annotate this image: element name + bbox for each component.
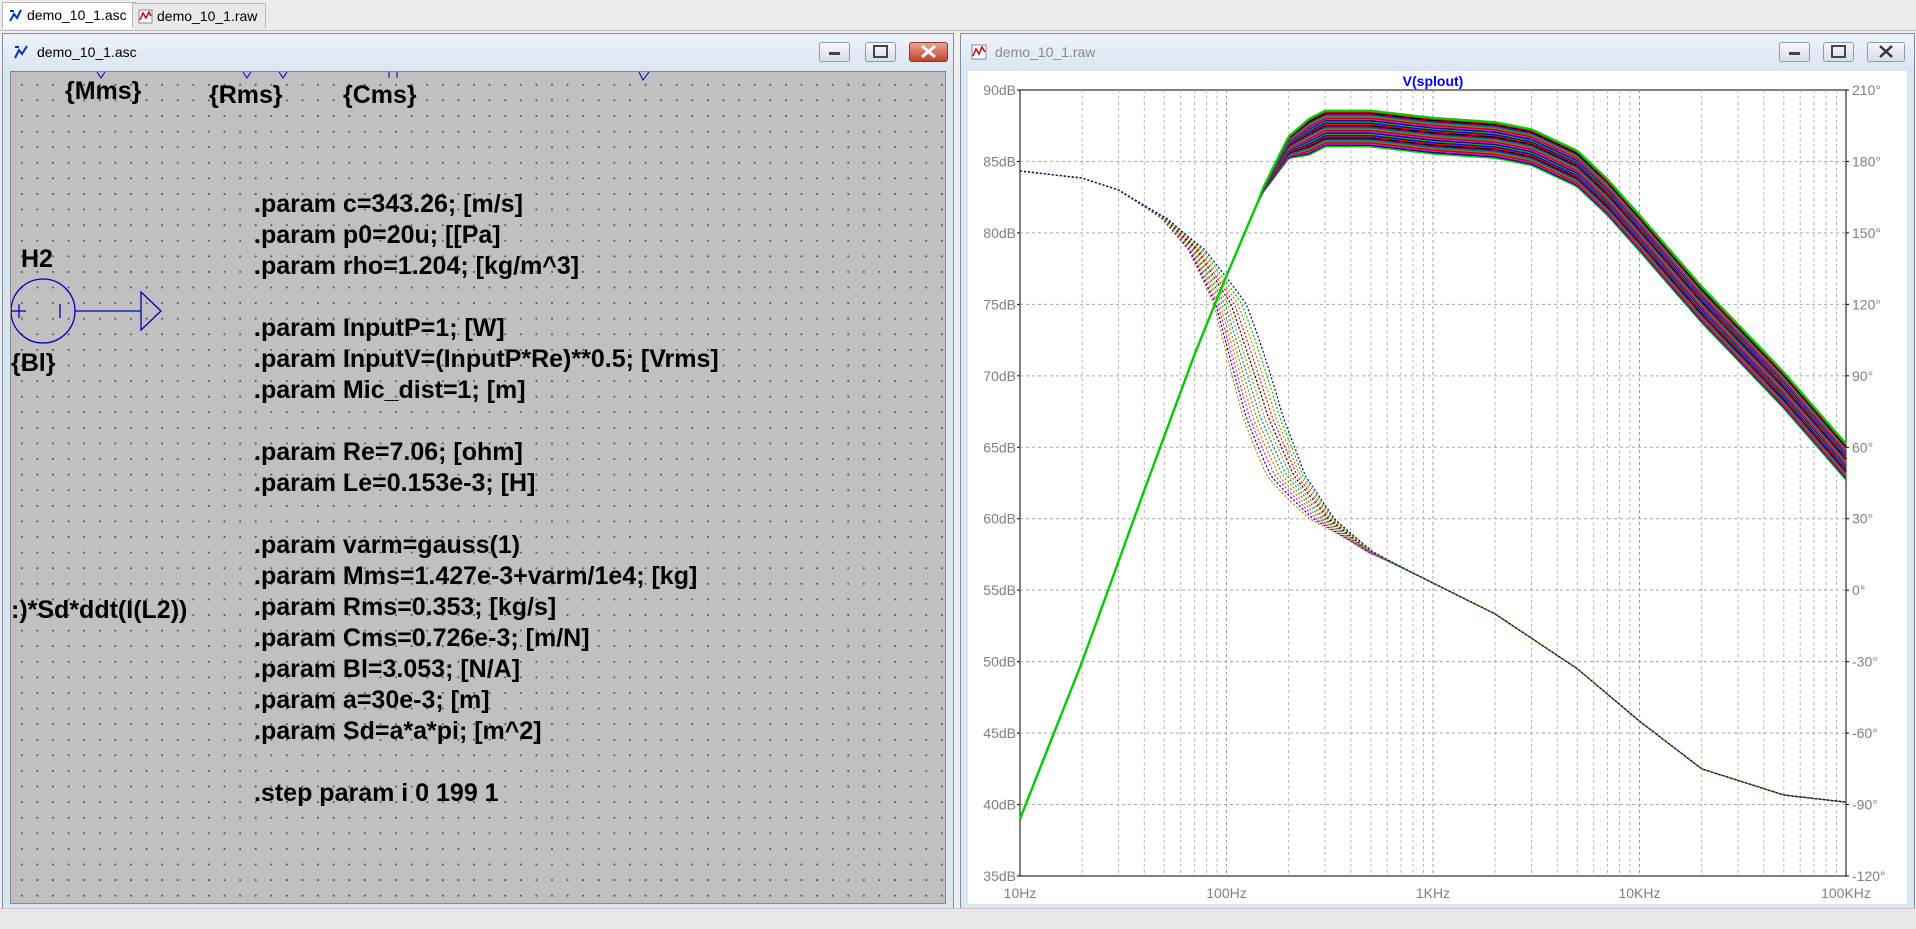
close-icon <box>1879 45 1893 58</box>
spice-directive-line: .param c=343.26; [m/s] <box>254 190 523 218</box>
y2-tick-label: 120° <box>1852 296 1881 312</box>
y-axis-left-labels: 90dB 85dB 80dB 75dB 70dB 65dB 60dB 55dB 50dB 45dB… <box>983 82 1020 884</box>
close-button[interactable] <box>909 42 948 62</box>
y2-tick-label: 180° <box>1852 153 1881 169</box>
y2-tick-label: -90° <box>1852 797 1878 813</box>
trace-label[interactable]: V(splout) <box>1403 73 1464 89</box>
bode-plot[interactable]: 90dB 85dB 80dB 75dB 70dB 65dB 60dB 55dB 50dB 45dB… <box>968 71 1907 904</box>
magnitude-trace <box>1018 109 1847 820</box>
y-tick-label: 65dB <box>983 439 1016 455</box>
y-tick-label: 40dB <box>983 797 1016 813</box>
schematic-icon <box>14 45 28 59</box>
maximize-button[interactable] <box>1823 42 1854 62</box>
h2-source-symbol[interactable] <box>11 272 181 352</box>
window-title: demo_10_1.asc <box>37 44 137 60</box>
waveform-icon <box>971 44 987 60</box>
h2-label: H2 <box>21 245 53 273</box>
spice-directive-line: .param rho=1.204; [kg/m^3] <box>254 252 580 280</box>
spice-directive-line: .param InputP=1; [W] <box>254 314 505 342</box>
close-icon <box>921 44 936 59</box>
expression-label: :)*Sd*ddt(I(L2)) <box>11 596 188 624</box>
minimize-button[interactable] <box>819 42 850 62</box>
phase-trace <box>1019 170 1847 803</box>
window-titlebar[interactable]: demo_10_1.asc <box>3 34 953 72</box>
bl-label: {Bl} <box>11 349 56 377</box>
y2-tick-label: 60° <box>1852 439 1873 455</box>
spice-directive-line: .param Cms=0.726e-3; [m/N] <box>254 624 590 652</box>
y2-tick-label: 30° <box>1852 511 1873 527</box>
y-tick-label: 45dB <box>983 725 1016 741</box>
x-tick-label: 100Hz <box>1206 885 1246 901</box>
spice-directive-line: .param p0=20u; [[Pa] <box>254 221 501 249</box>
spice-directive-line: .param Sd=a*a*pi; [m^2] <box>254 717 542 745</box>
minimize-icon <box>1789 52 1800 55</box>
minimize-button[interactable] <box>1779 42 1810 62</box>
spice-directive-line: .param InputV=(InputP*Re)**0.5; [Vrms] <box>254 345 719 373</box>
y-tick-label: 75dB <box>983 296 1016 312</box>
close-button[interactable] <box>1867 42 1905 62</box>
window-titlebar[interactable]: demo_10_1.raw <box>961 34 1914 72</box>
y2-tick-label: 90° <box>1852 368 1873 384</box>
tab-label: demo_10_1.asc <box>27 7 127 23</box>
waveform-plot-pane[interactable]: 90dB 85dB 80dB 75dB 70dB 65dB 60dB 55dB 50dB 45dB… <box>968 71 1907 904</box>
spice-directive-line: .param Mms=1.427e-3+varm/1e4; [kg] <box>254 562 698 590</box>
x-tick-label: 1KHz <box>1416 885 1450 901</box>
spice-directive-line: .param Le=0.153e-3; [H] <box>254 469 536 497</box>
y2-tick-label: 0° <box>1852 582 1865 598</box>
spice-directive-line: .param Bl=3.053; [N/A] <box>254 655 521 683</box>
y2-tick-label: 210° <box>1852 82 1881 98</box>
tab-label: demo_10_1.raw <box>157 8 258 24</box>
y-tick-label: 35dB <box>983 868 1016 884</box>
spice-directive-line: .step param i 0 199 1 <box>254 779 499 807</box>
mms-label: {Mms} <box>65 77 142 105</box>
minimize-icon <box>829 52 840 55</box>
x-tick-label: 100KHz <box>1821 885 1871 901</box>
cms-label: {Cms} <box>343 81 417 109</box>
y2-tick-label: 150° <box>1852 225 1881 241</box>
y-tick-label: 85dB <box>983 153 1016 169</box>
rms-label: {Rms} <box>209 81 283 109</box>
spice-directive-line: .param a=30e-3; [m] <box>254 686 490 714</box>
x-tick-label: 10Hz <box>1004 885 1037 901</box>
phase-traces <box>1019 170 1847 803</box>
spice-directive-line: .param Rms=0.353; [kg/s] <box>254 593 557 621</box>
plot-grid <box>1020 90 1846 876</box>
y-tick-label: 90dB <box>983 82 1016 98</box>
y2-tick-label: -60° <box>1852 725 1878 741</box>
x-axis-labels: 10Hz 100Hz 1KHz 10KHz 100KHz <box>1004 885 1871 901</box>
maximize-button[interactable] <box>865 42 896 62</box>
y-tick-label: 50dB <box>983 654 1016 670</box>
y-tick-label: 55dB <box>983 582 1016 598</box>
maximize-icon <box>1831 45 1846 58</box>
tab-waveform[interactable]: demo_10_1.raw <box>132 3 267 28</box>
status-bar <box>0 908 1916 929</box>
y-axis-right-labels: 210° 180° 150° 120° 90° 60° 30° 0° -30° -60° -90° -… <box>1846 82 1886 884</box>
document-tab-bar: demo_10_1.asc demo_10_1.raw <box>0 0 1916 31</box>
y-tick-label: 80dB <box>983 225 1016 241</box>
y-tick-label: 60dB <box>983 511 1016 527</box>
schematic-canvas[interactable]: {Mms} {Rms} {Cms} H2 {Bl} :)*Sd*ddt(I(L2… <box>10 71 946 904</box>
y2-tick-label: -30° <box>1852 654 1878 670</box>
spice-directive-line: .param Re=7.06; [ohm] <box>254 438 523 466</box>
tab-schematic[interactable]: demo_10_1.asc <box>2 2 136 29</box>
maximize-icon <box>873 45 888 58</box>
partial-wire-marks <box>96 72 650 81</box>
x-tick-label: 10KHz <box>1618 885 1660 901</box>
spice-directive-line: .param Mic_dist=1; [m] <box>254 376 526 404</box>
schematic-icon <box>9 9 22 22</box>
y-tick-label: 70dB <box>983 368 1016 384</box>
spice-directive-line: .param varm=gauss(1) <box>254 531 521 559</box>
magnitude-traces <box>1018 109 1847 820</box>
y2-tick-label: -120° <box>1852 868 1886 884</box>
window-title: demo_10_1.raw <box>995 44 1096 60</box>
waveform-icon <box>138 9 153 24</box>
